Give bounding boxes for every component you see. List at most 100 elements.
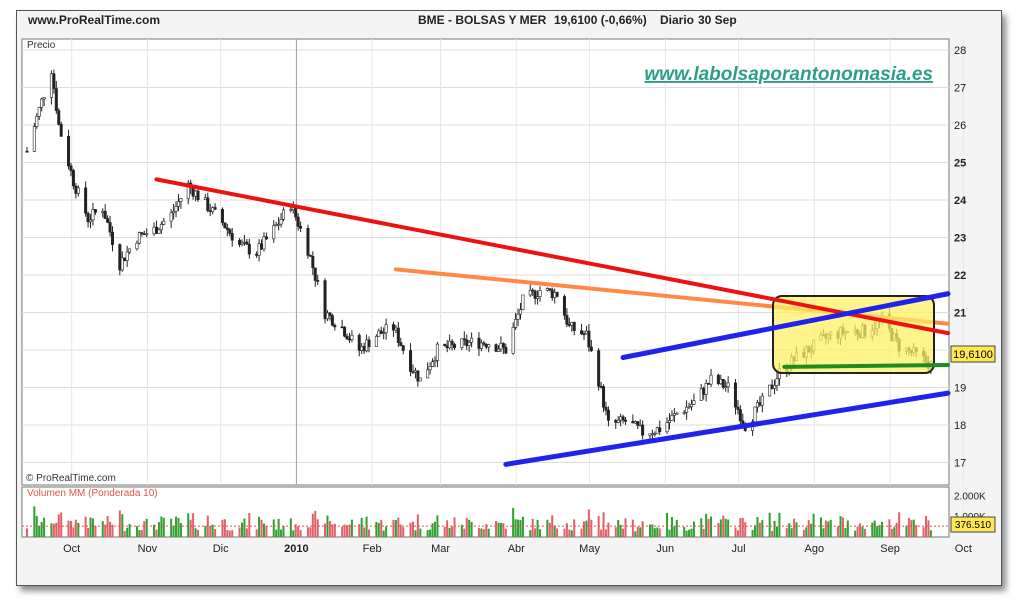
volume-bar — [651, 524, 654, 537]
volume-bar — [231, 530, 234, 537]
candle-body — [399, 342, 403, 346]
candle-body — [350, 334, 354, 340]
volume-bar — [72, 527, 75, 537]
candle-body — [174, 206, 178, 212]
candle-body — [426, 369, 430, 379]
candle-body — [553, 292, 557, 298]
volume-bar — [297, 526, 300, 537]
candle-body — [330, 315, 334, 326]
volume-bar — [727, 519, 730, 537]
candle-body — [311, 255, 315, 269]
volume-bar — [409, 522, 412, 537]
volume-bar — [539, 529, 542, 537]
volume-bar — [162, 517, 165, 537]
volume-bar — [876, 526, 879, 537]
candle-body — [668, 420, 672, 423]
candle-body — [738, 409, 742, 422]
volume-bar — [77, 522, 80, 537]
candle-body — [220, 208, 224, 223]
price-tick-label: 26 — [954, 120, 966, 132]
volume-bar — [397, 517, 400, 537]
volume-bar — [382, 530, 385, 537]
volume-bar — [773, 520, 776, 537]
watermark-link[interactable]: www.labolsaporantonomasia.es — [644, 64, 933, 85]
volume-bar — [622, 528, 625, 537]
volume-bar — [348, 524, 351, 537]
candle-body — [773, 385, 777, 389]
volume-bar — [87, 528, 90, 537]
volume-bar — [778, 512, 781, 537]
candle-body — [323, 280, 327, 320]
volume-bar — [551, 515, 554, 537]
volume-bar — [504, 528, 507, 537]
volume-bar — [912, 519, 915, 537]
volume-bar — [265, 525, 268, 537]
candle-body — [709, 374, 713, 385]
volume-bar — [292, 530, 295, 537]
candle-body — [702, 388, 706, 395]
candle-body — [340, 326, 344, 329]
candle-body — [140, 232, 144, 235]
volume-bar — [341, 526, 344, 537]
volume-bar — [94, 525, 97, 537]
volume-bar — [346, 525, 349, 537]
candle-body — [689, 404, 693, 408]
volume-bar — [294, 524, 297, 537]
candle-body — [308, 255, 312, 257]
volume-bar — [531, 518, 534, 537]
candle-body — [191, 187, 195, 197]
volume-bar — [248, 512, 251, 537]
candle-body — [435, 343, 439, 361]
volume-bar — [228, 530, 231, 537]
volume-bar — [553, 525, 556, 537]
candle-body — [533, 290, 537, 299]
volume-bar — [844, 528, 847, 537]
candle-body — [289, 209, 293, 211]
price-tick-label: 25 — [954, 158, 966, 170]
trendline-channel_lower — [503, 390, 951, 467]
volume-bar — [243, 518, 246, 537]
volume-bar — [648, 524, 651, 537]
candle-body — [653, 433, 657, 435]
candle-body — [448, 340, 452, 349]
candle-body — [313, 267, 317, 281]
volume-bar — [175, 516, 178, 537]
volume-bar — [187, 513, 190, 537]
volume-bar — [446, 520, 449, 537]
candle-body — [633, 421, 637, 424]
candle-body — [277, 223, 281, 226]
volume-bar — [788, 523, 791, 537]
candle-body — [550, 289, 554, 298]
candle-body — [328, 312, 332, 316]
volume-bar — [60, 512, 63, 537]
candle-body — [108, 222, 112, 233]
volume-bar — [824, 520, 827, 537]
candle-body — [587, 330, 591, 348]
volume-bar — [463, 528, 466, 537]
volume-bar — [194, 528, 197, 537]
candle-body — [152, 226, 156, 235]
volume-bar — [519, 520, 522, 537]
candle-body — [25, 150, 29, 153]
last-price-badge — [950, 345, 996, 363]
candle-body — [562, 296, 566, 316]
candle-body — [230, 233, 234, 241]
x-tick-label: Sep — [880, 543, 900, 555]
candle-body — [479, 342, 483, 349]
price-tick-label: 19 — [954, 383, 966, 395]
candle-body — [484, 344, 488, 348]
candle-body — [306, 228, 310, 256]
candle-body — [84, 187, 88, 214]
volume-bar — [673, 526, 676, 537]
volume-bar — [590, 519, 593, 537]
candle-body — [614, 420, 618, 423]
candle-body — [142, 233, 146, 236]
volume-bar — [653, 528, 656, 537]
volume-bar — [658, 528, 661, 537]
candle-body — [382, 332, 386, 335]
volume-bar — [793, 518, 796, 537]
volume-bar — [512, 507, 515, 537]
candle-body — [274, 224, 278, 227]
volume-bar — [26, 528, 28, 537]
credit-label: © ProRealTime.com — [26, 473, 116, 484]
